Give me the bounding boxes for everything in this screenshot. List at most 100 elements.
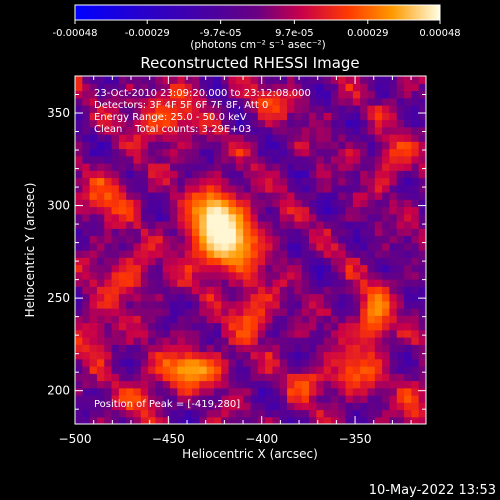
heatmap-cell (177, 271, 186, 280)
heatmap-cell (184, 402, 193, 411)
heatmap-cell (374, 126, 383, 135)
heatmap-cell (330, 286, 339, 295)
heatmap-cell (301, 366, 310, 374)
heatmap-cell (148, 380, 157, 389)
heatmap-cell (367, 235, 376, 244)
heatmap-cell (243, 199, 252, 208)
heatmap-cell (82, 90, 91, 99)
heatmap-cell (118, 308, 127, 316)
heatmap-cell (250, 141, 259, 150)
heatmap-cell (184, 329, 193, 338)
heatmap-cell (287, 387, 295, 396)
heatmap-cell (257, 329, 266, 338)
heatmap-cell (404, 337, 412, 345)
heatmap-cell (213, 380, 222, 389)
heatmap-cell (272, 366, 281, 374)
heatmap-cell (243, 163, 252, 171)
heatmap-cell (352, 416, 361, 424)
heatmap-cell (89, 279, 98, 287)
heatmap-cell (316, 250, 325, 258)
heatmap-cell (118, 184, 127, 193)
heatmap-cell (199, 293, 208, 302)
heatmap-cell (309, 387, 317, 396)
heatmap-cell (170, 184, 178, 193)
heatmap-cell (155, 221, 164, 229)
heatmap-cell (75, 105, 83, 113)
heatmap-cell (294, 315, 303, 324)
heatmap-cell (111, 228, 120, 237)
heatmap-cell (287, 250, 295, 258)
heatmap-cell (360, 177, 369, 186)
colorbar-tick-label: 0.00048 (419, 28, 460, 39)
heatmap-cell (243, 76, 252, 84)
heatmap-cell (250, 300, 259, 309)
heatmap-cell (382, 315, 391, 324)
heatmap-cell (360, 235, 369, 244)
heatmap-cell (411, 308, 420, 316)
heatmap-cell (133, 141, 142, 150)
heatmap-cell (140, 155, 149, 164)
heatmap-cell (396, 322, 405, 331)
heatmap-cell (279, 221, 288, 229)
heatmap-cell (294, 206, 303, 215)
heatmap-cell (265, 264, 274, 273)
heatmap-cell (96, 90, 105, 99)
heatmap-cell (360, 337, 369, 345)
heatmap-cell (389, 402, 398, 411)
heatmap-cell (287, 83, 295, 92)
heatmap-cell (111, 148, 120, 157)
heatmap-cell (389, 366, 398, 374)
heatmap-cell (96, 177, 105, 186)
heatmap-cell (89, 402, 98, 411)
heatmap-cell (243, 242, 252, 251)
heatmap-cell (345, 119, 354, 128)
heatmap-cell (148, 308, 157, 316)
heatmap-cell (155, 184, 164, 193)
heatmap-cell (75, 112, 83, 121)
heatmap-cell (162, 177, 171, 186)
heatmap-cell (404, 250, 412, 258)
heatmap-cell (396, 315, 405, 324)
heatmap-cell (367, 90, 376, 99)
heatmap-cell (404, 155, 412, 164)
heatmap-cell (257, 242, 266, 251)
heatmap-cell (250, 97, 259, 106)
heatmap-cell (111, 134, 120, 142)
heatmap-cell (118, 83, 127, 92)
heatmap-cell (301, 90, 310, 99)
heatmap-cell (177, 163, 186, 171)
heatmap-cell (104, 416, 113, 424)
heatmap-cell (199, 279, 208, 287)
heatmap-cell (345, 105, 354, 113)
heatmap-cell (228, 416, 237, 424)
heatmap-cell (170, 308, 178, 316)
heatmap-cell (235, 257, 244, 266)
heatmap-cell (192, 213, 200, 222)
heatmap-cell (265, 141, 274, 150)
heatmap-cell (338, 373, 347, 382)
heatmap-cell (250, 264, 259, 273)
heatmap-cell (82, 163, 91, 171)
heatmap-cell (111, 409, 120, 418)
heatmap-cell (126, 192, 135, 200)
heatmap-cell (396, 242, 405, 251)
heatmap-cell (294, 308, 303, 316)
heatmap-cell (272, 351, 281, 360)
heatmap-cell (89, 184, 98, 193)
heatmap-cell (82, 387, 91, 396)
heatmap-cell (360, 134, 369, 142)
heatmap-cell (309, 416, 317, 424)
heatmap-cell (243, 155, 252, 164)
heatmap-cell (111, 315, 120, 324)
heatmap-cell (250, 199, 259, 208)
heatmap-cell (404, 315, 412, 324)
heatmap-cell (330, 76, 339, 84)
heatmap-cell (96, 112, 105, 121)
heatmap-cell (309, 257, 317, 266)
heatmap-cell (192, 76, 200, 84)
heatmap-cell (118, 315, 127, 324)
heatmap-cell (345, 416, 354, 424)
heatmap-cell (221, 329, 230, 338)
heatmap-cell (82, 300, 91, 309)
heatmap-cell (257, 163, 266, 171)
